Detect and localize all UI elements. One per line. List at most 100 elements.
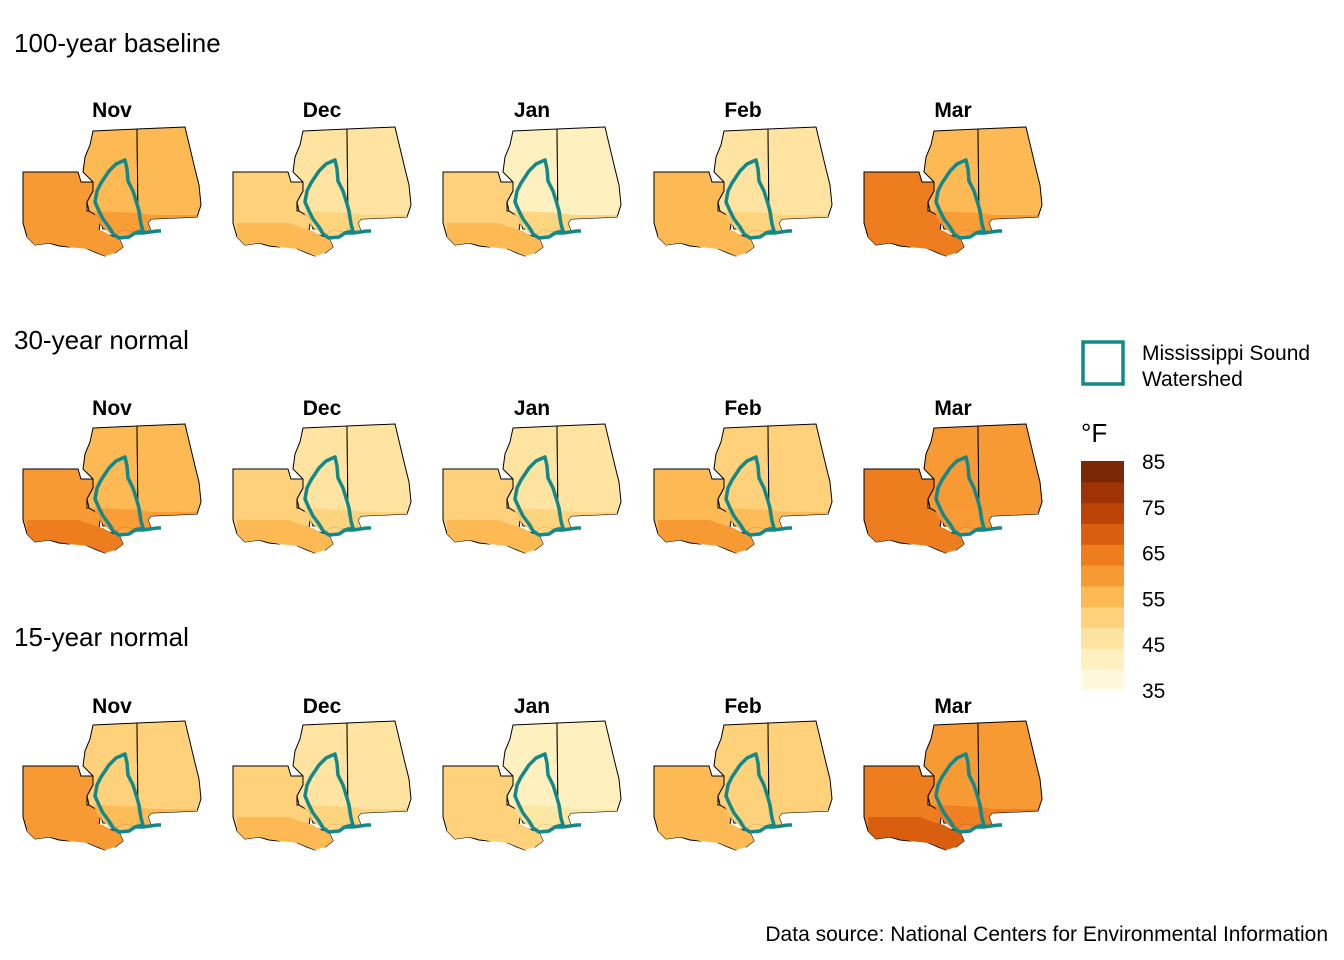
month-label: Dec <box>303 397 342 420</box>
colorbar-segment <box>1081 648 1124 670</box>
month-label: Mar <box>934 695 971 718</box>
watershed-legend-label-line1: Mississippi Sound <box>1142 342 1310 365</box>
coastal-warm-band <box>237 223 333 256</box>
coastal-warm-band <box>447 223 543 256</box>
coastal-warm-band <box>658 817 754 850</box>
state-map-panel <box>653 423 833 554</box>
watershed-coast-line <box>345 823 371 829</box>
gulf-coast-band <box>513 508 617 535</box>
watershed-coast-line <box>766 229 792 235</box>
gulf-coast-band <box>303 211 407 238</box>
row-title: 100-year baseline <box>14 28 221 58</box>
colorbar-ticks: 85 75 65 55 45 35 <box>1142 451 1165 703</box>
colorbar-segment <box>1081 461 1124 483</box>
state-map-panel <box>22 720 202 851</box>
colorbar-segment <box>1081 502 1124 524</box>
panel-row: 30-year normal Nov Dec Jan Feb Mar <box>14 325 1043 554</box>
colorbar-tick-label: 45 <box>1142 634 1165 657</box>
watershed-coast-line <box>766 526 792 532</box>
coastal-warm-band <box>868 223 964 256</box>
gulf-coast-band <box>303 805 407 832</box>
coastal-warm-band <box>447 817 543 850</box>
gulf-coast-band <box>93 211 197 238</box>
month-label: Jan <box>514 99 550 122</box>
watershed-coast-line <box>555 823 581 829</box>
watershed-coast-line <box>135 229 161 235</box>
panel-row: 15-year normal Nov Dec Jan Feb Mar <box>14 622 1043 851</box>
watershed-coast-line <box>976 526 1002 532</box>
row-title: 30-year normal <box>14 325 189 355</box>
colorbar-tick-label: 55 <box>1142 588 1165 611</box>
watershed-coast-line <box>976 823 1002 829</box>
watershed-coast-line <box>555 526 581 532</box>
month-label: Jan <box>514 397 550 420</box>
gulf-coast-band <box>93 508 197 535</box>
coastal-warm-band <box>868 520 964 553</box>
gulf-coast-band <box>724 805 828 832</box>
colorbar-segment <box>1081 585 1124 608</box>
colorbar-unit-title: °F <box>1081 418 1107 448</box>
month-label: Feb <box>724 99 761 122</box>
colorbar-segment <box>1081 669 1124 691</box>
colorbar-tick-label: 65 <box>1142 543 1165 566</box>
watershed-legend-label-line2: Watershed <box>1142 368 1243 391</box>
coastal-warm-band <box>868 817 964 850</box>
coastal-warm-band <box>237 817 333 850</box>
state-map-panel <box>22 423 202 554</box>
state-map-panel <box>22 126 202 257</box>
gulf-coast-band <box>934 508 1038 535</box>
colorbar-segment <box>1081 606 1124 629</box>
colorbar <box>1081 461 1124 691</box>
watershed-coast-line <box>555 229 581 235</box>
row-title: 15-year normal <box>14 622 189 652</box>
coastal-warm-band <box>27 223 123 256</box>
coastal-warm-band <box>237 520 333 553</box>
coastal-warm-band <box>27 817 123 850</box>
colorbar-segment <box>1081 627 1124 649</box>
state-map-panel <box>442 126 622 257</box>
gulf-coast-band <box>934 211 1038 238</box>
colorbar-tick-label: 85 <box>1142 451 1165 474</box>
gulf-coast-band <box>303 508 407 535</box>
month-label: Nov <box>92 695 132 718</box>
coastal-warm-band <box>447 520 543 553</box>
month-label: Dec <box>303 99 342 122</box>
month-label: Mar <box>934 99 971 122</box>
state-map-panel <box>442 423 622 554</box>
coastal-warm-band <box>27 520 123 553</box>
watershed-coast-line <box>345 229 371 235</box>
legend: Mississippi Sound Watershed °F 85 75 65 55 4… <box>1081 340 1310 703</box>
panel-row: 100-year baseline Nov Dec Jan Feb Mar <box>14 28 1043 257</box>
gulf-coast-band <box>93 805 197 832</box>
month-label: Nov <box>92 99 132 122</box>
month-label: Feb <box>724 695 761 718</box>
gulf-coast-band <box>513 805 617 832</box>
state-map-panel <box>232 423 412 554</box>
gulf-coast-band <box>724 508 828 535</box>
state-map-panel <box>232 720 412 851</box>
watershed-coast-line <box>345 526 371 532</box>
gulf-coast-band <box>724 211 828 238</box>
month-label: Jan <box>514 695 550 718</box>
state-map-panel <box>863 126 1043 257</box>
watershed-legend-key <box>1081 340 1125 386</box>
state-map-panel <box>442 720 622 851</box>
gulf-coast-band <box>934 805 1038 832</box>
month-label: Mar <box>934 397 971 420</box>
colorbar-segment <box>1081 565 1124 587</box>
month-label: Dec <box>303 695 342 718</box>
colorbar-tick-label: 75 <box>1142 497 1165 520</box>
colorbar-segment <box>1081 544 1124 566</box>
colorbar-tick-label: 35 <box>1142 680 1165 703</box>
gulf-coast-band <box>513 211 617 238</box>
coastal-warm-band <box>658 520 754 553</box>
state-map-panel <box>863 720 1043 851</box>
watershed-coast-line <box>135 823 161 829</box>
month-label: Nov <box>92 397 132 420</box>
month-label: Feb <box>724 397 761 420</box>
coastal-warm-band <box>658 223 754 256</box>
watershed-coast-line <box>135 526 161 532</box>
watershed-coast-line <box>976 229 1002 235</box>
